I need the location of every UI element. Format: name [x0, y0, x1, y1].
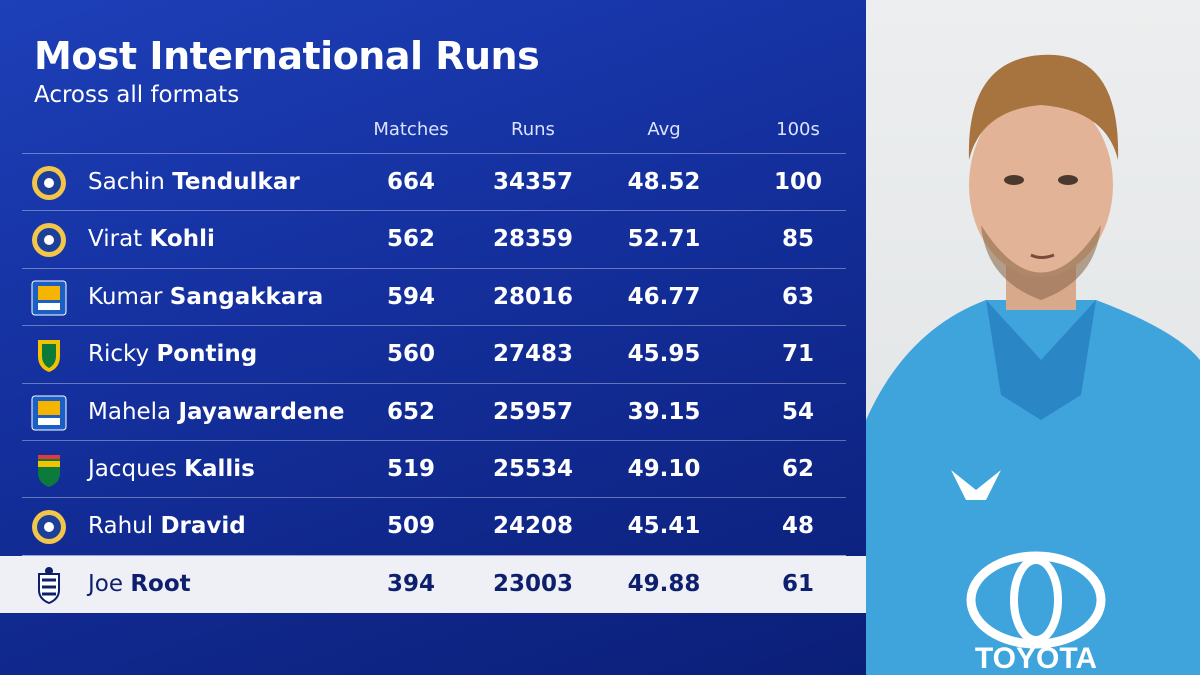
stat-cell: 48.52 — [627, 169, 701, 195]
stat-cell: 394 — [386, 570, 435, 597]
first-name: Rahul — [88, 513, 154, 540]
column-header: Matches — [373, 119, 449, 140]
stat-cell: 27483 — [492, 341, 574, 368]
first-name: Kumar — [88, 283, 163, 310]
column-header: Runs — [511, 119, 555, 140]
stat-cell: 509 — [386, 513, 435, 540]
stat-cell: 100 — [773, 169, 822, 195]
stat-cell: 71 — [781, 341, 814, 368]
stat-cell: 48 — [781, 513, 814, 540]
stat-cell: 23003 — [492, 570, 574, 597]
team-logo — [32, 223, 66, 258]
player-illustration: TOYOTA — [866, 54, 1200, 675]
stat-cell: 52.71 — [627, 226, 701, 253]
row-divider — [22, 554, 846, 556]
row-divider — [22, 497, 846, 499]
stat-cell: 28359 — [492, 226, 574, 253]
stat-cell: 25957 — [492, 398, 574, 425]
table-row: Rahul Dravid 509 24208 45.41 48 — [0, 498, 866, 555]
player-name: Rahul Dravid — [88, 498, 246, 555]
stat-cell: 45.95 — [627, 341, 701, 368]
team-logo — [31, 395, 67, 431]
team-logo — [38, 566, 60, 604]
last-name: Root — [130, 570, 191, 597]
column-header: 100s — [776, 119, 820, 140]
table-row: Mahela Jayawardene 652 25957 39.15 54 — [0, 384, 866, 441]
table-row: Jacques Kallis 519 25534 49.10 62 — [0, 441, 866, 498]
last-name: Dravid — [160, 513, 246, 540]
stat-cell: 49.10 — [627, 456, 701, 482]
subtitle: Across all formats — [34, 82, 240, 108]
stat-cell: 24208 — [492, 513, 574, 540]
stat-cell: 62 — [781, 456, 814, 482]
player-name: Mahela Jayawardene — [88, 384, 345, 441]
last-name: Ponting — [156, 341, 258, 368]
first-name: Ricky — [88, 341, 150, 368]
first-name: Jacques — [88, 456, 177, 482]
player-name: Kumar Sangakkara — [88, 269, 323, 326]
table-row: Ricky Ponting 560 27483 45.95 71 — [0, 326, 866, 383]
last-name: Jayawardene — [178, 398, 345, 425]
stat-cell: 49.88 — [627, 570, 701, 597]
stat-cell: 85 — [781, 226, 814, 253]
last-name: Kohli — [149, 226, 215, 253]
stat-cell: 34357 — [492, 169, 574, 195]
row-divider — [22, 554, 846, 556]
last-name: Tendulkar — [172, 169, 300, 195]
first-name: Sachin — [88, 169, 165, 195]
stat-cell: 25534 — [492, 456, 574, 482]
title: Most International Runs — [34, 34, 540, 78]
first-name: Mahela — [88, 398, 172, 425]
player-name: Joe Root — [88, 556, 191, 613]
stat-cell: 664 — [386, 169, 435, 195]
first-name: Joe — [88, 570, 124, 597]
team-logo — [38, 340, 60, 373]
stat-cell: 594 — [386, 283, 435, 310]
stat-cell: 45.41 — [627, 513, 701, 540]
table-row: Sachin Tendulkar 664 34357 48.52 100 — [0, 154, 866, 211]
table-row: Kumar Sangakkara 594 28016 46.77 63 — [0, 269, 866, 326]
stat-cell: 63 — [781, 283, 814, 310]
row-divider — [22, 210, 846, 212]
stat-cell: 46.77 — [627, 283, 701, 310]
row-divider — [22, 440, 846, 441]
table-panel: Most International Runs Across all forma… — [0, 0, 866, 675]
table-row: Joe Root 394 23003 49.88 61 — [0, 555, 866, 613]
stat-cell: 652 — [386, 398, 435, 425]
team-logo — [38, 455, 60, 487]
stat-cell: 61 — [781, 570, 814, 597]
team-logo — [32, 166, 66, 200]
team-logo — [31, 280, 67, 316]
player-name: Jacques Kallis — [88, 441, 255, 498]
svg-text:TOYOTA: TOYOTA — [975, 642, 1097, 675]
team-logo — [32, 510, 66, 545]
player-photo: TOYOTA — [866, 0, 1200, 675]
row-divider — [22, 325, 846, 327]
row-divider — [22, 153, 846, 154]
stat-cell: 28016 — [492, 283, 574, 310]
stat-cell: 560 — [386, 341, 435, 368]
table-row: Virat Kohli 562 28359 52.71 85 — [0, 211, 866, 268]
last-name: Kallis — [184, 456, 255, 482]
stat-cell: 54 — [781, 398, 814, 425]
column-header: Avg — [647, 119, 681, 140]
stat-cell: 519 — [386, 456, 435, 482]
stat-cell: 562 — [386, 226, 435, 253]
row-divider — [22, 382, 846, 384]
first-name: Virat — [88, 226, 143, 253]
stat-cell: 39.15 — [627, 398, 701, 425]
player-name: Ricky Ponting — [88, 326, 257, 383]
player-name: Virat Kohli — [88, 211, 215, 268]
row-divider — [22, 267, 846, 269]
last-name: Sangakkara — [169, 283, 324, 310]
player-name: Sachin Tendulkar — [88, 154, 300, 211]
